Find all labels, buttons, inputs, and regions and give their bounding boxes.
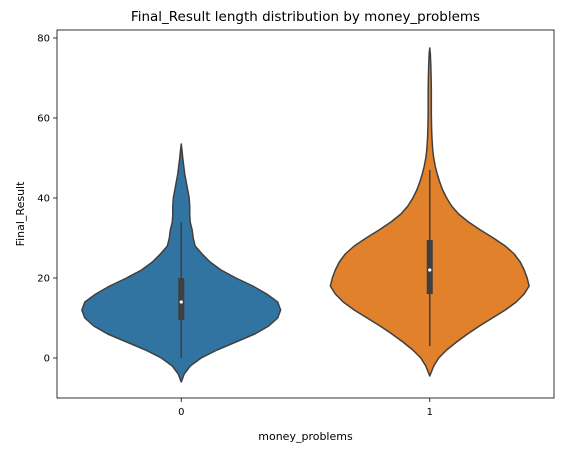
violin-iqr-box-1 [426,240,433,294]
x-tick-label: 1 [427,407,433,418]
y-tick-label: 20 [37,274,50,285]
chart-title: Final_Result length distribution by mone… [131,9,480,25]
y-tick-label: 40 [37,194,50,205]
violin-median-0 [179,300,183,304]
y-tick-label: 0 [44,354,50,365]
violin-median-1 [428,268,432,272]
axes-frame [56,29,555,399]
y-tick-label: 80 [37,34,50,45]
x-tick-label: 0 [178,407,184,418]
x-axis-label: money_problems [258,430,353,443]
y-axis: 0 20 40 60 80 [37,34,57,365]
y-axis-label: Final_Result [14,181,27,247]
y-tick-label: 60 [37,114,50,125]
violin-iqr-box-0 [178,278,185,320]
plot-area [81,47,530,383]
